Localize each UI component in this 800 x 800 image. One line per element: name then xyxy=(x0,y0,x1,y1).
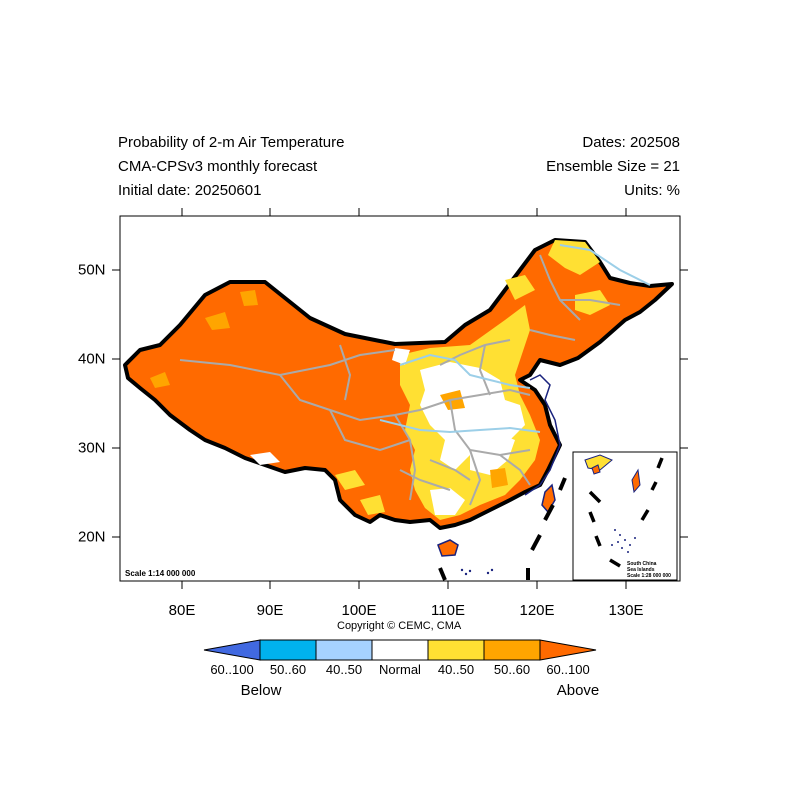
axis-ticks xyxy=(112,208,688,589)
copyright-label: Copyright © CEMC, CMA xyxy=(337,620,462,632)
colorbar-box-7 xyxy=(539,639,597,661)
title-line-1: Probability of 2-m Air Temperature xyxy=(118,134,345,151)
x-tick-100e: 100E xyxy=(341,602,377,619)
island-dots xyxy=(460,568,494,576)
colorbar xyxy=(203,639,597,661)
colorbar-label-7: 60..100 xyxy=(546,662,590,677)
y-tick-50n: 50N xyxy=(78,261,106,279)
hainan-island xyxy=(437,539,459,557)
y-tick-30n: 30N xyxy=(78,439,106,457)
colorbar-label-4: Normal xyxy=(379,662,421,677)
province-borders xyxy=(179,254,621,506)
colorbar-label-2: 50..60 xyxy=(269,662,307,677)
inset-label-line1: South China xyxy=(627,561,657,567)
x-tick-90e: 90E xyxy=(256,602,284,619)
colorbar-label-3: 40..50 xyxy=(325,662,363,677)
colorbar-below-label: Below xyxy=(240,682,282,699)
x-tick-130e: 130E xyxy=(608,602,644,619)
dates-label: Dates: 202508 xyxy=(582,134,680,151)
probability-patches xyxy=(150,240,610,520)
inset-map xyxy=(572,451,678,581)
colorbar-box-1 xyxy=(203,639,261,661)
y-tick-40n: 40N xyxy=(78,350,106,368)
x-tick-110e: 110E xyxy=(431,602,465,619)
map-scale-label: Scale 1:14 000 000 xyxy=(125,569,196,578)
x-tick-120e: 120E xyxy=(519,602,555,619)
colorbar-box-3 xyxy=(315,639,373,661)
x-tick-80e: 80E xyxy=(168,602,196,619)
coastline xyxy=(524,374,561,496)
units-label: Units: % xyxy=(624,182,680,199)
colorbar-box-4 xyxy=(371,639,429,661)
colorbar-box-5 xyxy=(427,639,485,661)
y-tick-20n: 20N xyxy=(78,528,106,546)
colorbar-label-5: 40..50 xyxy=(437,662,475,677)
ensemble-label: Ensemble Size = 21 xyxy=(546,158,680,175)
inset-label-line2: Sea Islands xyxy=(627,567,655,573)
dashed-boundary xyxy=(438,477,567,581)
colorbar-label-1: 60..100 xyxy=(210,662,254,677)
colorbar-box-6 xyxy=(483,639,541,661)
inset-scale-label: Scale 1:28 000 000 xyxy=(627,573,671,579)
colorbar-above-label: Above xyxy=(556,682,600,699)
title-line-3: Initial date: 20250601 xyxy=(118,182,262,199)
colorbar-box-2 xyxy=(259,639,317,661)
colorbar-label-6: 50..60 xyxy=(493,662,531,677)
title-line-2: CMA-CPSv3 monthly forecast xyxy=(118,158,318,175)
inset-label: South China Sea Islands Scale 1:28 000 0… xyxy=(627,561,671,579)
rivers xyxy=(379,244,651,434)
